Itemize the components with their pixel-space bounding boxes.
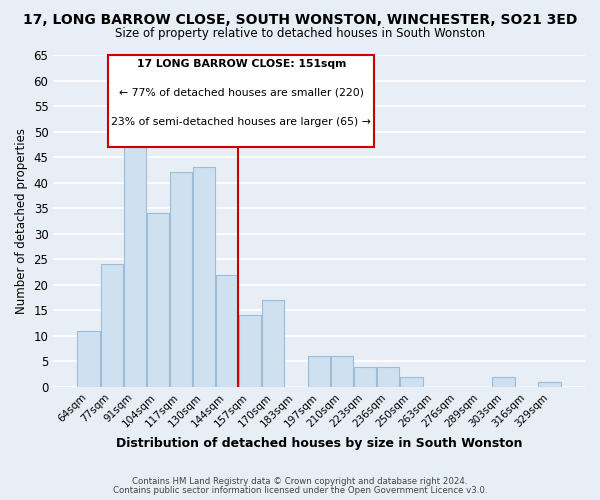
Text: Size of property relative to detached houses in South Wonston: Size of property relative to detached ho… [115,28,485,40]
Bar [193,168,215,387]
Bar [239,316,261,387]
Bar [308,356,331,387]
Bar [216,274,238,387]
Bar [400,376,422,387]
Bar [354,366,376,387]
Y-axis label: Number of detached properties: Number of detached properties [15,128,28,314]
Bar [77,331,100,387]
Bar [124,111,146,387]
Bar [377,366,400,387]
X-axis label: Distribution of detached houses by size in South Wonston: Distribution of detached houses by size … [116,437,523,450]
Text: 17, LONG BARROW CLOSE, SOUTH WONSTON, WINCHESTER, SO21 3ED: 17, LONG BARROW CLOSE, SOUTH WONSTON, WI… [23,12,577,26]
Text: ← 77% of detached houses are smaller (220): ← 77% of detached houses are smaller (22… [119,88,364,98]
Text: Contains public sector information licensed under the Open Government Licence v3: Contains public sector information licen… [113,486,487,495]
Bar [146,214,169,387]
Bar [538,382,561,387]
Text: 17 LONG BARROW CLOSE: 151sqm: 17 LONG BARROW CLOSE: 151sqm [137,59,346,69]
Bar [493,376,515,387]
Bar [262,300,284,387]
Bar [170,172,192,387]
Bar [331,356,353,387]
Bar [101,264,123,387]
FancyBboxPatch shape [108,55,374,147]
Text: 23% of semi-detached houses are larger (65) →: 23% of semi-detached houses are larger (… [112,116,371,126]
Text: Contains HM Land Registry data © Crown copyright and database right 2024.: Contains HM Land Registry data © Crown c… [132,477,468,486]
